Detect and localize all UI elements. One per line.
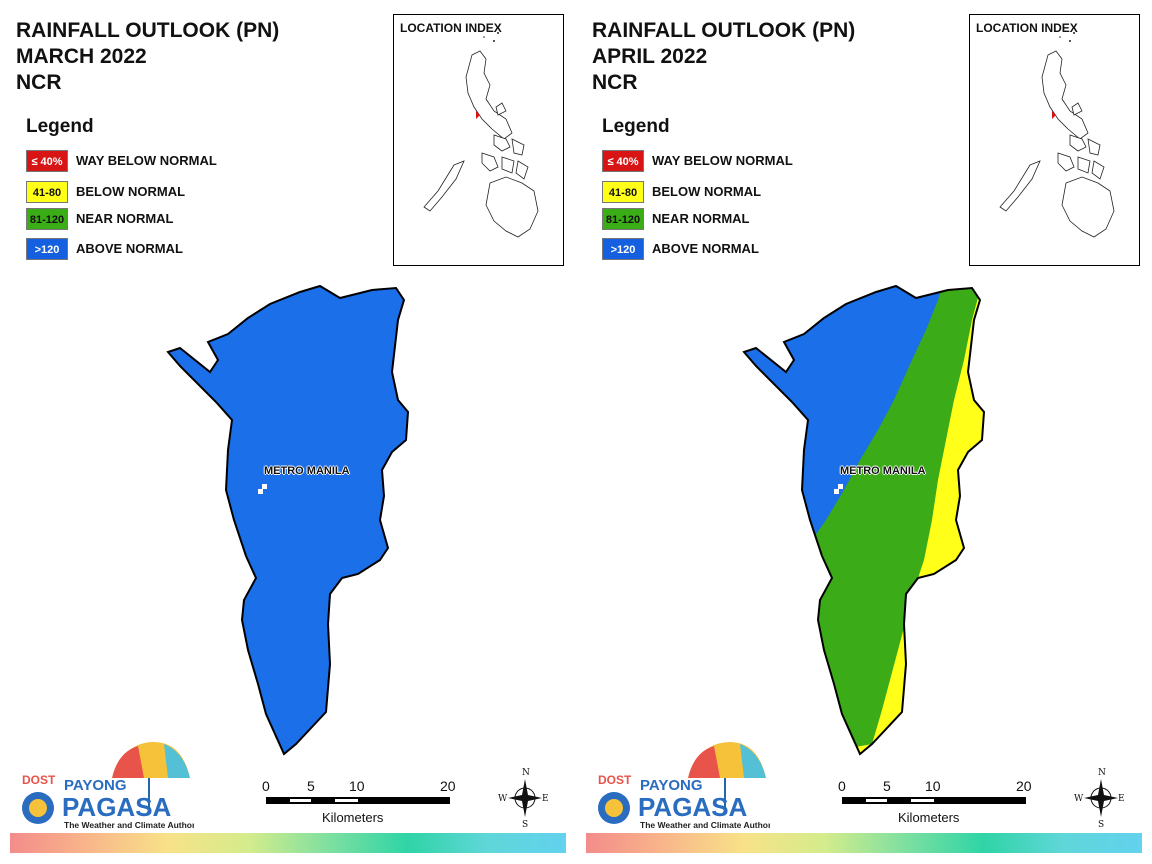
philippines-index-map — [423, 32, 539, 238]
legend-label: NEAR NORMAL — [76, 211, 174, 226]
compass-e: E — [542, 794, 549, 804]
scale-bar: 0 5 10 20 Kilometers — [250, 776, 470, 832]
scale-tick: 20 — [440, 778, 456, 794]
legend-label: WAY BELOW NORMAL — [76, 153, 217, 168]
north-arrow-compass-icon: N S E W — [498, 768, 549, 829]
logo-pagasa-text: PAGASA — [62, 792, 172, 822]
payong-pagasa-logo: DOST PAYONG PAGASA The Weather and Clima… — [22, 742, 194, 830]
legend-swatch: ≤ 40% — [602, 150, 644, 172]
scale-bar-graphic — [266, 797, 450, 804]
compass-s: S — [522, 820, 528, 829]
scale-tick: 20 — [1016, 778, 1032, 794]
compass-w: W — [1074, 794, 1084, 804]
title-line-3: NCR — [592, 71, 638, 94]
legend-swatch: >120 — [602, 238, 644, 260]
compass-n: N — [522, 768, 530, 778]
legend-swatch: 41-80 — [26, 181, 68, 203]
scale-tick: 0 — [262, 778, 270, 794]
ncr-rainfall-map — [166, 284, 410, 756]
legend-title: Legend — [602, 116, 670, 137]
legend-swatch: >120 — [26, 238, 68, 260]
legend-label: ABOVE NORMAL — [76, 241, 183, 256]
logo-pagasa-text: PAGASA — [638, 792, 748, 822]
title-line-2: APRIL 2022 — [592, 45, 708, 68]
panel-title: RAINFALL OUTLOOK (PN) MARCH 2022 NCR — [16, 18, 279, 96]
logo-tagline-text: The Weather and Climate Authority — [640, 820, 770, 830]
scale-tick: 5 — [307, 778, 315, 794]
metro-manila-label: METRO MANILA — [840, 465, 926, 477]
location-index-title: LOCATION INDEX — [976, 21, 1078, 35]
scale-tick: 5 — [883, 778, 891, 794]
legend-swatch: ≤ 40% — [26, 150, 68, 172]
legend-swatch: 81-120 — [602, 208, 644, 230]
title-line-3: NCR — [16, 71, 62, 94]
legend-label: NEAR NORMAL — [652, 211, 750, 226]
scale-bar-graphic — [842, 797, 1026, 804]
title-line-1: RAINFALL OUTLOOK (PN) — [16, 19, 280, 42]
north-arrow-compass-icon: N S E W — [1074, 768, 1125, 829]
legend-swatch: 81-120 — [26, 208, 68, 230]
bottom-gradient-bar — [10, 833, 566, 853]
logo-dost-text: DOST — [22, 773, 56, 787]
bottom-gradient-bar — [586, 833, 1142, 853]
compass-e: E — [1118, 794, 1125, 804]
scale-tick: 10 — [925, 778, 941, 794]
outlook-panel-april: RAINFALL OUTLOOK (PN) APRIL 2022 NCR Leg… — [576, 0, 1152, 864]
logo-tagline-text: The Weather and Climate Authority — [64, 820, 194, 830]
title-line-1: RAINFALL OUTLOOK (PN) — [592, 19, 856, 42]
legend-title: Legend — [26, 116, 94, 137]
scale-units-label: Kilometers — [322, 810, 384, 825]
logo-dost-text: DOST — [598, 773, 632, 787]
logo-payong-text: PAYONG — [64, 777, 127, 794]
scale-bar: 0 5 10 20 Kilometers — [826, 776, 1046, 832]
philippines-index-map — [999, 32, 1115, 238]
location-index-title: LOCATION INDEX — [400, 21, 502, 35]
ncr-region-outline — [742, 284, 986, 756]
ncr-fill-zones — [744, 286, 984, 754]
location-index-box: LOCATION INDEX — [393, 14, 564, 266]
logo-payong-text: PAYONG — [640, 777, 703, 794]
metro-manila-label: METRO MANILA — [264, 465, 350, 477]
title-line-2: MARCH 2022 — [16, 45, 147, 68]
ncr-region-shape — [166, 284, 410, 756]
scale-tick: 0 — [838, 778, 846, 794]
location-index-box: LOCATION INDEX — [969, 14, 1140, 266]
compass-n: N — [1098, 768, 1106, 778]
legend-label: ABOVE NORMAL — [652, 241, 759, 256]
outlook-panel-march: RAINFALL OUTLOOK (PN) MARCH 2022 NCR Leg… — [10, 14, 566, 853]
scale-units-label: Kilometers — [898, 810, 960, 825]
legend-label: BELOW NORMAL — [76, 184, 186, 199]
legend-label: WAY BELOW NORMAL — [652, 153, 793, 168]
ncr-rainfall-map — [742, 284, 986, 756]
payong-pagasa-logo: DOST PAYONG PAGASA The Weather and Clima… — [598, 742, 770, 830]
scale-tick: 10 — [349, 778, 365, 794]
panel-title: RAINFALL OUTLOOK (PN) APRIL 2022 NCR — [592, 18, 855, 96]
compass-w: W — [498, 794, 508, 804]
legend-swatch: 41-80 — [602, 181, 644, 203]
legend-label: BELOW NORMAL — [652, 184, 762, 199]
compass-s: S — [1098, 820, 1104, 829]
